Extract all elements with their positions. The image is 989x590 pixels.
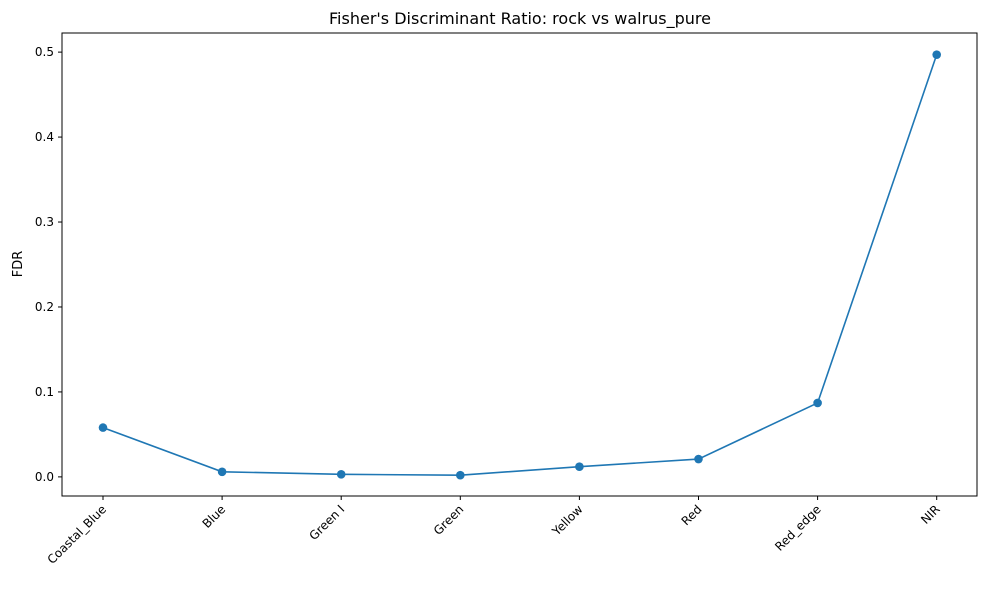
x-tick-label: Blue — [200, 502, 229, 531]
y-tick-label: 0.5 — [35, 45, 54, 59]
chart-title: Fisher's Discriminant Ratio: rock vs wal… — [329, 9, 711, 29]
y-axis-ticks: 0.0 0.1 0.2 0.3 0.4 0.5 — [35, 45, 62, 484]
data-point — [813, 398, 822, 408]
y-axis-label: FDR — [11, 251, 26, 278]
y-tick-label: 0.4 — [35, 130, 54, 144]
x-tick-label: Red_edge — [772, 502, 823, 553]
data-point — [694, 454, 703, 464]
series-layer — [98, 50, 941, 480]
x-tick-label: Green — [431, 502, 467, 538]
x-tick-label: Red — [679, 502, 705, 528]
data-point — [932, 50, 941, 59]
data-point — [336, 470, 346, 479]
x-tick-label: Green I — [307, 502, 348, 543]
x-tick-label: Yellow — [549, 502, 586, 539]
y-tick-label: 0.3 — [35, 215, 54, 229]
data-point — [98, 423, 108, 432]
x-tick-label: Coastal_Blue — [45, 502, 110, 567]
data-point — [217, 467, 227, 477]
y-tick-label: 0.2 — [35, 300, 54, 314]
y-tick-label: 0.1 — [35, 385, 54, 399]
x-axis-ticks: Coastal_Blue Blue Green I Green Yellow Red Red… — [45, 496, 943, 567]
data-point — [456, 470, 465, 480]
y-tick-label: 0.0 — [35, 470, 54, 484]
series-line — [102, 54, 938, 476]
x-tick-label: NIR — [918, 502, 943, 527]
data-point — [575, 462, 584, 471]
plot-frame — [61, 32, 978, 497]
